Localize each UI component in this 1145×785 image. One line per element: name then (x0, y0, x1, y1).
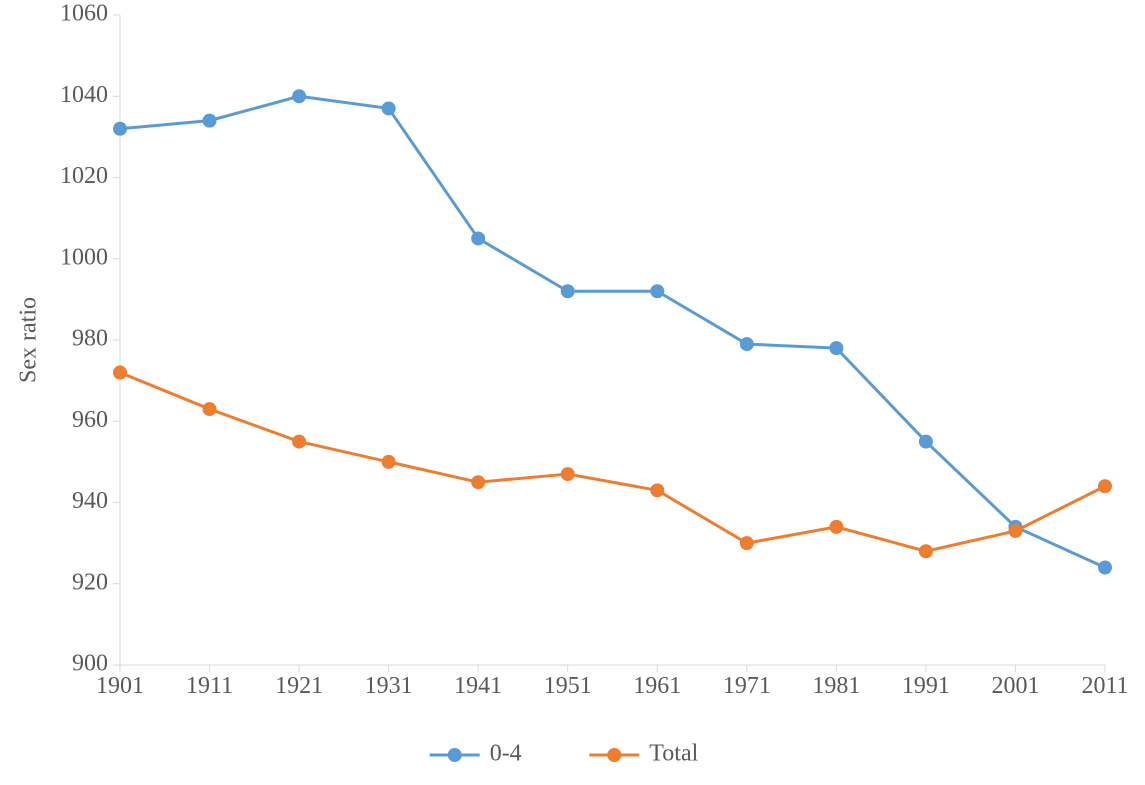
x-tick-label: 1961 (633, 673, 681, 699)
legend-label-1: Total (649, 741, 698, 767)
y-tick-label: 940 (72, 488, 108, 514)
y-tick-label: 1060 (60, 1, 108, 27)
series-marker-0 (650, 284, 664, 298)
series-marker-0 (1098, 561, 1112, 575)
x-tick-label: 1931 (365, 673, 413, 699)
series-marker-1 (650, 483, 664, 497)
series-marker-0 (919, 435, 933, 449)
series-marker-0 (829, 341, 843, 355)
x-tick-label: 1921 (275, 673, 323, 699)
series-marker-0 (292, 89, 306, 103)
series-marker-1 (1098, 479, 1112, 493)
x-tick-label: 1941 (454, 673, 502, 699)
x-tick-label: 1951 (544, 673, 592, 699)
series-marker-0 (113, 122, 127, 136)
x-tick-label: 1991 (902, 673, 950, 699)
series-marker-1 (203, 402, 217, 416)
series-marker-0 (740, 337, 754, 351)
x-tick-label: 1911 (186, 673, 233, 699)
legend-marker-0 (448, 748, 462, 762)
series-marker-1 (561, 467, 575, 481)
y-tick-label: 1040 (60, 82, 108, 108)
series-marker-1 (292, 435, 306, 449)
line-chart: 9009209409609801000102010401060190119111… (0, 0, 1145, 785)
series-marker-1 (382, 455, 396, 469)
y-tick-label: 1020 (60, 163, 108, 189)
legend-label-0: 0-4 (490, 741, 522, 767)
y-tick-label: 920 (72, 569, 108, 595)
series-marker-1 (113, 366, 127, 380)
series-marker-1 (740, 536, 754, 550)
x-tick-label: 2011 (1081, 673, 1128, 699)
y-axis-title: Sex ratio (16, 297, 42, 383)
chart-svg: 9009209409609801000102010401060190119111… (0, 0, 1145, 785)
series-marker-1 (1008, 524, 1022, 538)
y-tick-label: 980 (72, 326, 108, 352)
x-tick-label: 1901 (96, 673, 144, 699)
x-tick-label: 1981 (812, 673, 860, 699)
series-marker-0 (471, 231, 485, 245)
legend-marker-1 (607, 748, 621, 762)
series-marker-0 (561, 284, 575, 298)
series-marker-0 (382, 101, 396, 115)
series-marker-1 (471, 475, 485, 489)
x-tick-label: 1971 (723, 673, 771, 699)
y-tick-label: 1000 (60, 244, 108, 270)
series-marker-0 (203, 114, 217, 128)
x-tick-label: 2001 (991, 673, 1039, 699)
series-marker-1 (919, 544, 933, 558)
series-marker-1 (829, 520, 843, 534)
y-tick-label: 960 (72, 407, 108, 433)
